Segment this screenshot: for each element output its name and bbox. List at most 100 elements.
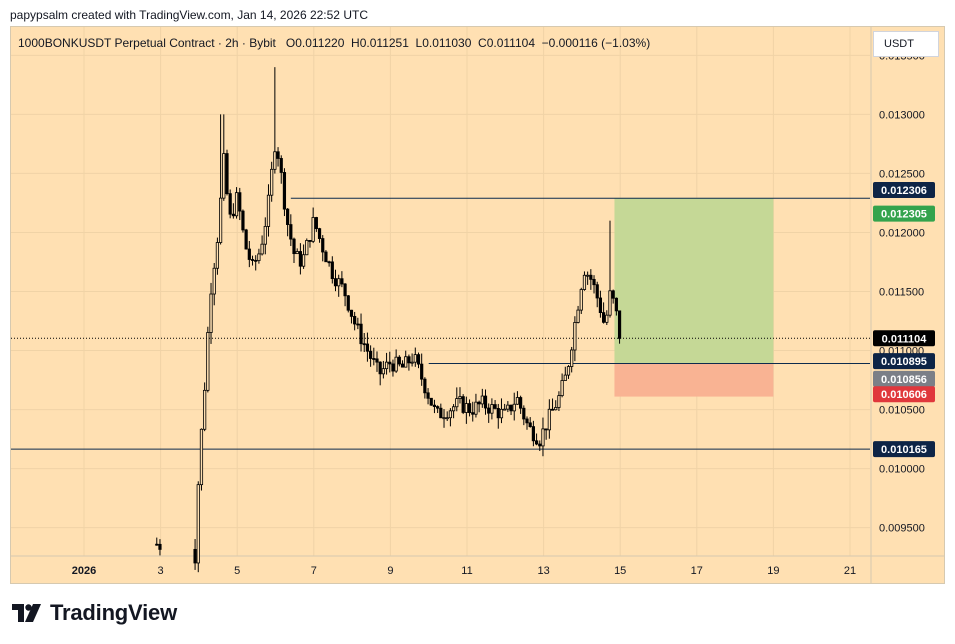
candle-body xyxy=(573,322,577,351)
candle-body xyxy=(541,428,545,447)
candle-body xyxy=(273,151,277,170)
candle-body xyxy=(448,410,453,419)
price-tick-label: 0.013000 xyxy=(879,109,925,121)
price-tag-label: 0.012305 xyxy=(881,209,927,221)
candle-body xyxy=(442,417,446,420)
candle-body xyxy=(391,363,395,372)
candle-body xyxy=(276,151,280,159)
candle-body xyxy=(410,361,414,364)
candle-body xyxy=(314,217,318,230)
candle-body xyxy=(512,403,516,412)
time-tick-label: 9 xyxy=(387,565,393,577)
currency-selector[interactable]: USDT xyxy=(873,31,939,57)
candle-body xyxy=(490,404,494,414)
candle-body xyxy=(286,208,290,225)
tradingview-logo-text: TradingView xyxy=(50,600,177,625)
price-tag xyxy=(873,330,935,347)
candle-body xyxy=(222,153,226,199)
candle-body xyxy=(327,261,331,264)
time-tick-label: 17 xyxy=(691,565,703,577)
candle-body xyxy=(212,267,216,295)
candle-body xyxy=(467,403,472,414)
candle-body xyxy=(554,407,558,411)
candle-body xyxy=(617,310,622,339)
candle-body xyxy=(378,361,382,375)
candle-body xyxy=(451,406,456,412)
tradingview-logo[interactable]: TradingView xyxy=(12,600,177,626)
candle-body xyxy=(534,440,539,445)
candle-body xyxy=(333,278,338,287)
price-tag xyxy=(873,386,935,403)
profit-target-zone xyxy=(614,198,774,364)
candle-body xyxy=(614,297,618,312)
time-tick-label: 19 xyxy=(767,565,779,577)
time-tick-label: 3 xyxy=(158,565,164,577)
candle-body xyxy=(598,297,603,313)
candle-body xyxy=(608,290,612,316)
price-tick-label: 0.012500 xyxy=(879,168,925,180)
candle-body xyxy=(400,363,405,368)
candle-body xyxy=(394,356,398,372)
price-tick-label: 0.012000 xyxy=(879,227,925,239)
candle-body xyxy=(538,443,542,447)
time-tick-label: 15 xyxy=(614,565,626,577)
candle-body xyxy=(231,213,235,217)
price-tag xyxy=(873,353,935,370)
candle-body xyxy=(317,228,322,239)
candle-body xyxy=(477,401,481,405)
candle-body xyxy=(563,374,567,381)
candle-body xyxy=(244,229,248,250)
candle-body xyxy=(522,407,526,420)
candle-body xyxy=(547,408,551,431)
candle-body xyxy=(570,349,574,367)
candle-body xyxy=(423,378,427,394)
candle-body xyxy=(496,408,500,419)
candle-body xyxy=(576,309,580,323)
price-tick-label: 0.010000 xyxy=(879,464,925,476)
candle-body xyxy=(595,284,599,299)
candle-body xyxy=(455,398,459,408)
candle-body xyxy=(480,395,484,405)
time-tick-label: 13 xyxy=(537,565,549,577)
candle-body xyxy=(158,543,162,550)
candle-body xyxy=(372,358,376,360)
candle-body xyxy=(279,158,283,173)
candle-body xyxy=(225,153,229,195)
price-tag-label: 0.010895 xyxy=(881,356,927,368)
price-tick-label: 0.010500 xyxy=(879,405,925,417)
time-tick-label: 7 xyxy=(311,565,317,577)
candle-body xyxy=(254,259,258,262)
candle-body xyxy=(420,363,424,380)
candle-body xyxy=(471,412,475,415)
candle-body xyxy=(493,404,497,409)
candle-body xyxy=(257,253,261,261)
candle-body xyxy=(228,193,232,215)
candle-body xyxy=(499,408,504,419)
candle-body xyxy=(292,238,296,255)
candle-body xyxy=(359,323,363,345)
candle-body xyxy=(209,293,213,333)
stop-loss-zone xyxy=(614,363,774,397)
candle-body xyxy=(282,172,287,210)
candle-body xyxy=(260,243,264,255)
candle-body xyxy=(215,242,220,269)
candle-body xyxy=(586,274,590,277)
candle-body xyxy=(413,354,417,363)
candle-body xyxy=(432,404,437,407)
candle-body xyxy=(381,368,385,375)
candle-body xyxy=(247,248,251,260)
price-tag-label: 0.011104 xyxy=(882,333,928,345)
time-tick-label: 5 xyxy=(234,565,240,577)
candle-body xyxy=(464,403,468,413)
price-tick-label: 0.009500 xyxy=(879,523,925,535)
candle-body xyxy=(289,224,293,240)
candle-body xyxy=(305,240,309,256)
chart-panel[interactable] xyxy=(10,26,945,584)
candle-body xyxy=(611,290,615,299)
candle-body xyxy=(487,407,491,414)
candle-body xyxy=(324,251,328,263)
candle-body xyxy=(550,408,555,411)
candle-body xyxy=(311,217,315,242)
candle-body xyxy=(519,397,523,409)
